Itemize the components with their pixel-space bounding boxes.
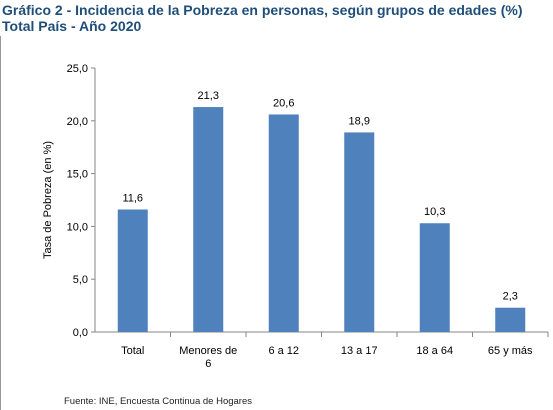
x-tick-label: 6: [205, 358, 211, 370]
bar: [344, 132, 375, 332]
source-note: Fuente: INE, Encuesta Continua de Hogare…: [64, 396, 253, 407]
x-tick-label: 65 y más: [488, 345, 533, 357]
y-tick-label: 15,0: [67, 169, 88, 181]
y-axis-title: Tasa de Pobreza (en %): [42, 141, 54, 259]
bar: [117, 209, 148, 332]
bar: [268, 114, 299, 333]
bar: [193, 107, 224, 333]
bar: [419, 223, 450, 332]
x-tick-label: Total: [121, 345, 144, 357]
chart-title-line-1: Gráfico 2 - Incidencia de la Pobreza en …: [2, 2, 523, 18]
chart-title-line-2: Total País - Año 2020: [2, 18, 142, 34]
bar-value-label: 21,3: [198, 90, 219, 102]
bar-value-label: 18,9: [349, 115, 370, 127]
bar-value-label: 11,6: [122, 193, 143, 205]
y-tick-label: 25,0: [67, 63, 88, 75]
y-tick-label: 20,0: [67, 116, 88, 128]
x-tick-label: 6 a 12: [268, 345, 299, 357]
y-tick-label: 5,0: [73, 274, 88, 286]
y-tick-label: 0,0: [73, 327, 88, 339]
x-tick-label: 13 a 17: [341, 345, 378, 357]
bar-value-label: 10,3: [424, 206, 445, 218]
x-tick-label: 18 a 64: [416, 345, 453, 357]
bar-value-label: 2,3: [503, 291, 518, 303]
x-tick-label: Menores de: [179, 345, 237, 357]
bar-value-label: 20,6: [273, 97, 294, 109]
frame-left-rule: [0, 36, 1, 410]
bar: [495, 307, 526, 332]
y-tick-label: 10,0: [67, 221, 88, 233]
chart-title: Gráfico 2 - Incidencia de la Pobreza en …: [2, 2, 522, 34]
